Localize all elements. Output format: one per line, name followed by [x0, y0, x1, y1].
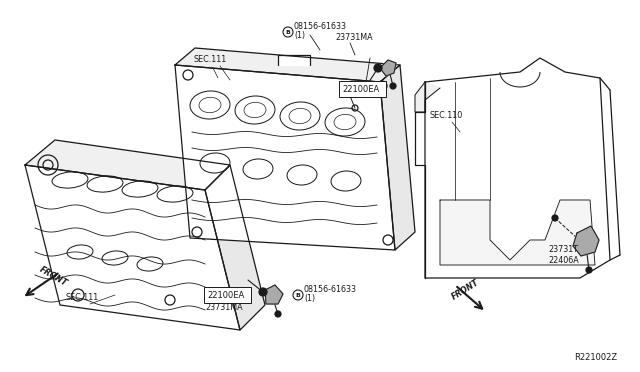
Polygon shape	[573, 226, 599, 256]
Text: SEC.110: SEC.110	[430, 111, 463, 120]
Circle shape	[275, 311, 281, 317]
Polygon shape	[380, 65, 415, 250]
Circle shape	[374, 64, 382, 72]
Circle shape	[586, 267, 592, 273]
Text: FRONT: FRONT	[38, 265, 69, 288]
Text: FRONT: FRONT	[450, 278, 481, 302]
Polygon shape	[25, 140, 230, 190]
Text: R221002Z: R221002Z	[574, 353, 617, 362]
Text: (1): (1)	[304, 294, 315, 303]
Text: (1): (1)	[294, 31, 305, 40]
Text: 23731T: 23731T	[548, 245, 578, 254]
Polygon shape	[175, 65, 395, 250]
Polygon shape	[25, 165, 240, 330]
Text: 08156-61633: 08156-61633	[304, 285, 357, 294]
Polygon shape	[425, 58, 610, 278]
Text: 23731MA: 23731MA	[205, 303, 243, 312]
Circle shape	[259, 288, 267, 296]
FancyBboxPatch shape	[204, 287, 251, 303]
Text: B: B	[296, 293, 300, 298]
Text: SEC.111: SEC.111	[65, 293, 99, 302]
Polygon shape	[175, 48, 400, 82]
Polygon shape	[415, 82, 440, 112]
Text: 23731MA: 23731MA	[335, 33, 372, 42]
Text: SEC.111: SEC.111	[193, 55, 227, 64]
Text: B: B	[285, 30, 291, 35]
Polygon shape	[380, 60, 396, 76]
Polygon shape	[205, 165, 265, 330]
Circle shape	[552, 215, 558, 221]
Polygon shape	[265, 285, 283, 304]
Polygon shape	[278, 55, 310, 65]
FancyBboxPatch shape	[339, 81, 386, 97]
Polygon shape	[440, 200, 595, 265]
Text: 22406A: 22406A	[548, 256, 579, 265]
Text: 08156-61633: 08156-61633	[294, 22, 347, 31]
Text: 22100EA: 22100EA	[342, 85, 380, 94]
Text: 22100EA: 22100EA	[207, 291, 244, 300]
Circle shape	[390, 83, 396, 89]
